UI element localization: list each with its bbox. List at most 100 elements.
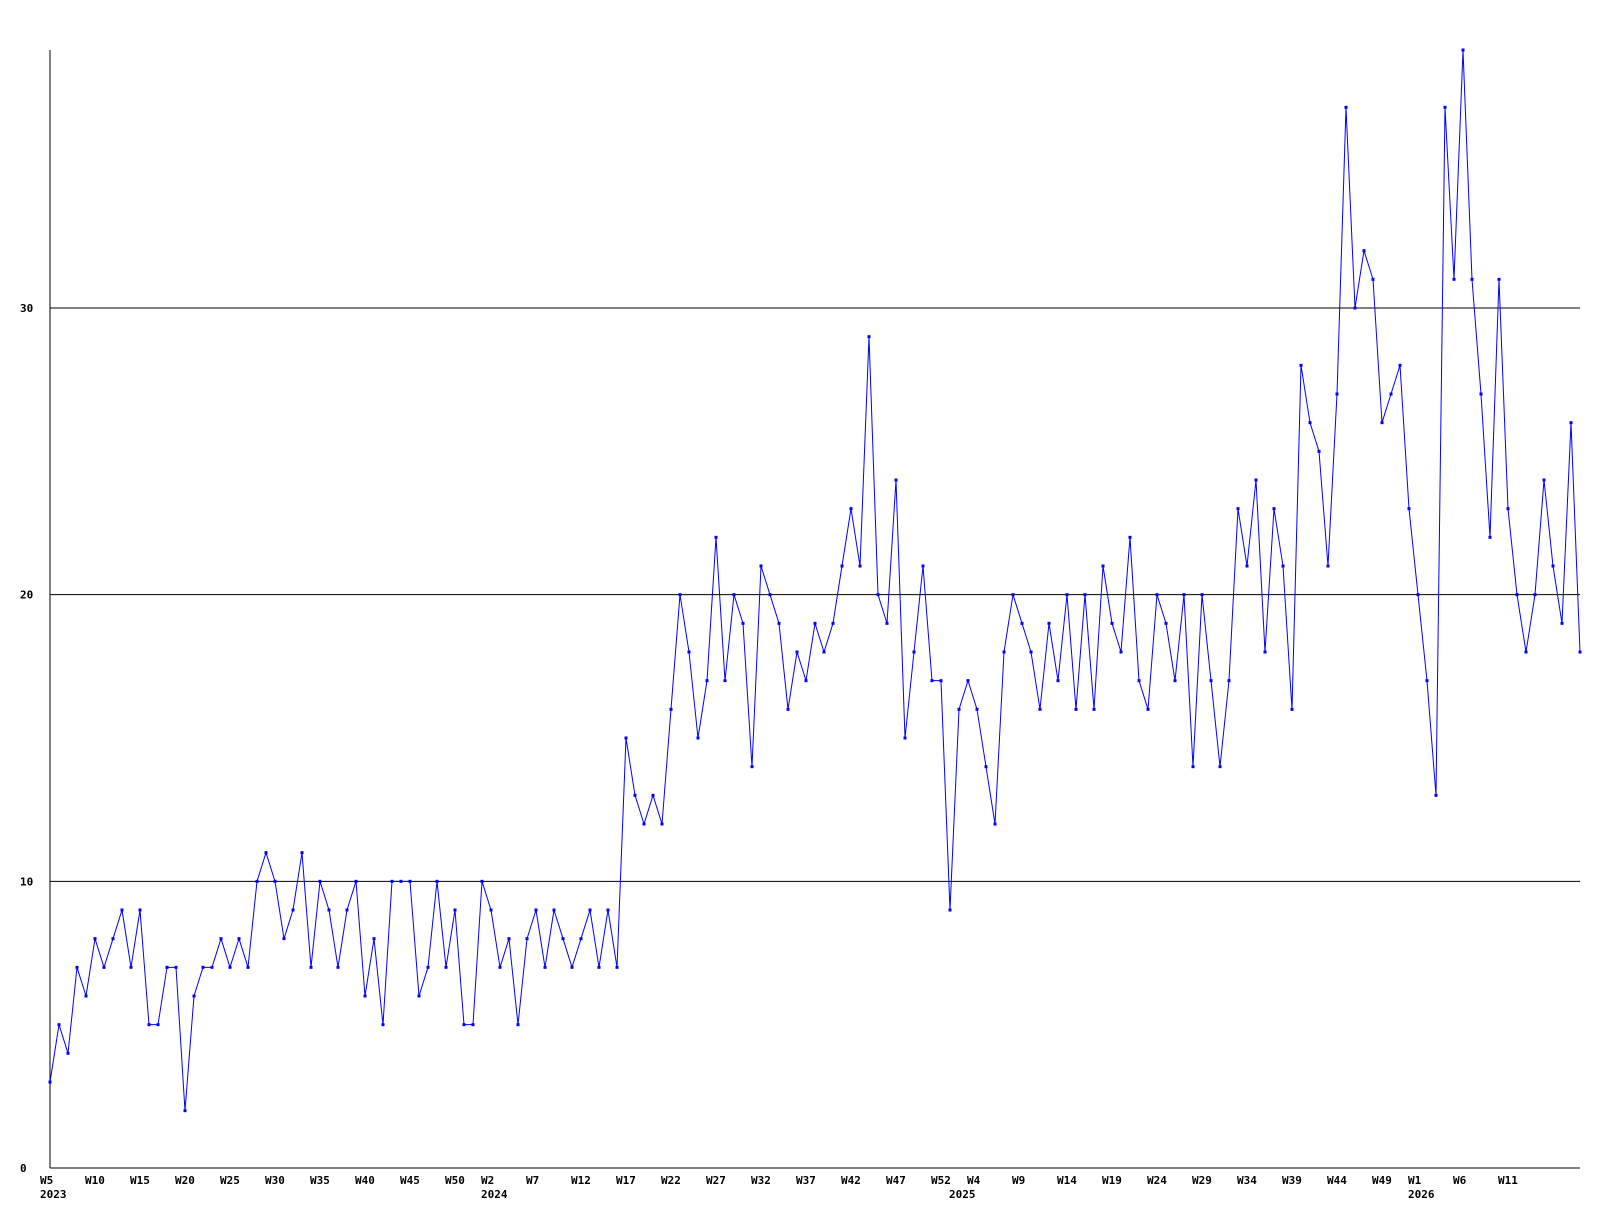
data-point	[291, 908, 295, 912]
x-tick-label: W5	[40, 1174, 53, 1187]
data-point	[1470, 277, 1474, 281]
data-point	[237, 937, 241, 941]
y-tick-label: 0	[20, 1162, 27, 1175]
data-point	[1155, 593, 1159, 597]
data-point	[408, 879, 412, 883]
data-point	[309, 965, 313, 969]
data-point	[1452, 277, 1456, 281]
data-point	[1263, 650, 1267, 654]
data-point	[462, 1023, 466, 1027]
series-polyline	[49, 49, 1581, 1111]
data-point	[363, 994, 367, 998]
data-point	[435, 879, 439, 883]
x-tick-label: W25	[220, 1174, 240, 1187]
data-point	[1002, 650, 1006, 654]
data-point	[93, 937, 97, 941]
data-point	[714, 535, 718, 539]
data-point	[1101, 564, 1105, 568]
x-tick-label: W49	[1372, 1174, 1392, 1187]
x-tick-label: W37	[796, 1174, 816, 1187]
data-point	[1173, 679, 1177, 683]
data-point	[858, 564, 862, 568]
data-point	[1533, 593, 1537, 597]
data-point	[957, 707, 961, 711]
data-point	[633, 793, 637, 797]
year-label: 2024	[481, 1188, 508, 1200]
data-point	[219, 937, 223, 941]
y-tick-labels: 0 10 20 30	[20, 302, 33, 1175]
data-point	[1164, 621, 1168, 625]
data-point	[1569, 421, 1573, 425]
data-point	[1416, 593, 1420, 597]
x-tick-label: W2	[481, 1174, 494, 1187]
data-point	[930, 679, 934, 683]
data-point	[768, 593, 772, 597]
data-point	[759, 564, 763, 568]
data-point	[606, 908, 610, 912]
data-point	[1137, 679, 1141, 683]
axes	[49, 50, 1580, 1169]
data-point	[138, 908, 142, 912]
x-tick-label: W52	[931, 1174, 951, 1187]
data-point	[534, 908, 538, 912]
data-point	[1011, 593, 1015, 597]
data-point	[1362, 249, 1366, 253]
x-tick-label: W20	[175, 1174, 195, 1187]
year-labels: 2023 2024 2025 2026	[40, 1188, 1435, 1201]
data-point	[480, 879, 484, 883]
data-point	[1407, 507, 1411, 511]
data-point	[651, 793, 655, 797]
data-point	[345, 908, 349, 912]
data-point	[687, 650, 691, 654]
data-point	[516, 1023, 520, 1027]
data-point	[1344, 105, 1348, 109]
data-point	[255, 879, 259, 883]
data-point	[165, 965, 169, 969]
data-point	[1236, 507, 1240, 511]
data-point	[894, 478, 898, 482]
data-point	[273, 879, 277, 883]
x-tick-label: W19	[1102, 1174, 1122, 1187]
data-point	[1056, 679, 1060, 683]
data-point	[1092, 707, 1096, 711]
data-point	[912, 650, 916, 654]
data-point	[948, 908, 952, 912]
data-point	[678, 593, 682, 597]
data-point	[1317, 449, 1321, 453]
data-point	[615, 965, 619, 969]
data-point	[876, 593, 880, 597]
x-tick-label: W10	[85, 1174, 105, 1187]
data-point	[984, 765, 988, 769]
data-point	[417, 994, 421, 998]
data-point	[1389, 392, 1393, 396]
data-point	[1560, 621, 1564, 625]
data-point	[750, 765, 754, 769]
data-point	[1272, 507, 1276, 511]
x-tick-label: W9	[1012, 1174, 1025, 1187]
x-tick-label: W7	[526, 1174, 539, 1187]
data-point	[840, 564, 844, 568]
x-tick-label: W11	[1498, 1174, 1518, 1187]
data-point	[174, 965, 178, 969]
data-point	[1182, 593, 1186, 597]
data-point	[129, 965, 133, 969]
data-point	[1299, 363, 1303, 367]
year-label: 2026	[1408, 1188, 1435, 1200]
data-point	[84, 994, 88, 998]
x-tick-label: W14	[1057, 1174, 1077, 1187]
data-point	[1524, 650, 1528, 654]
data-point	[426, 965, 430, 969]
data-point	[1218, 765, 1222, 769]
x-tick-label: W4	[967, 1174, 981, 1187]
data-point	[1227, 679, 1231, 683]
data-point	[1209, 679, 1213, 683]
data-point	[444, 965, 448, 969]
data-point	[1542, 478, 1546, 482]
data-point	[1245, 564, 1249, 568]
data-point	[795, 650, 799, 654]
x-tick-label: W44	[1327, 1174, 1347, 1187]
data-point	[1128, 535, 1132, 539]
data-point	[48, 1080, 52, 1084]
data-point	[696, 736, 700, 740]
data-points	[48, 48, 1582, 1113]
